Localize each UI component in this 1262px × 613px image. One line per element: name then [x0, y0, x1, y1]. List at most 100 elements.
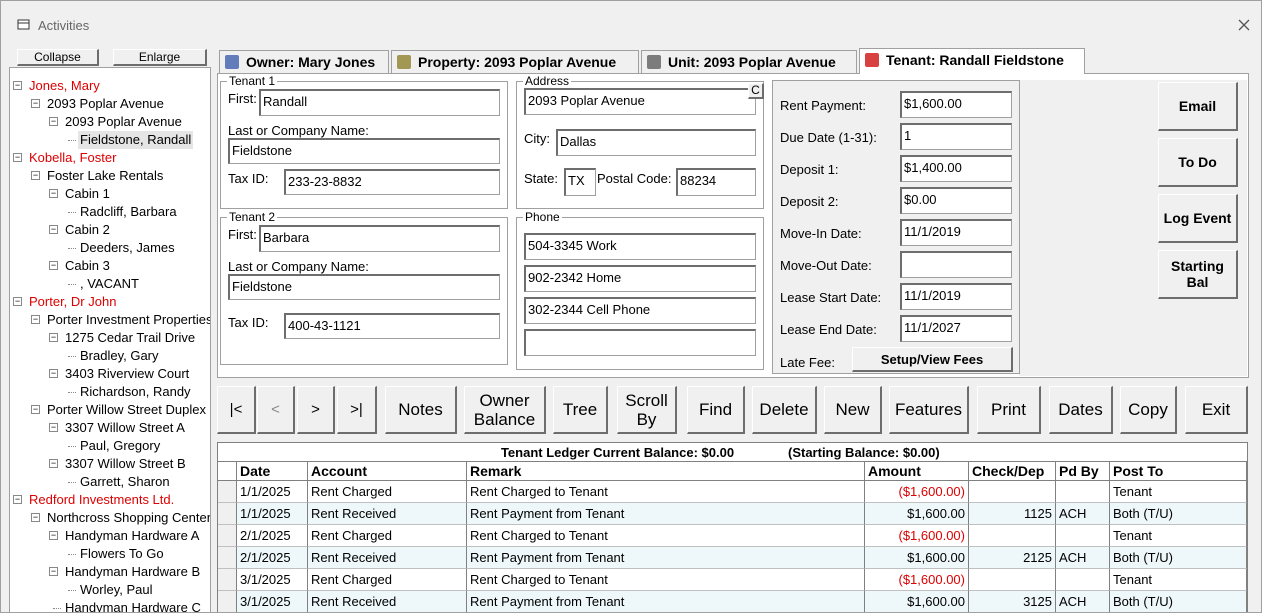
tree-expander[interactable]: − [49, 458, 58, 468]
sidebar-button[interactable]: Collapse [17, 49, 99, 66]
tree-expander[interactable]: − [49, 332, 58, 342]
text-field[interactable]: 233-23-8832 [284, 169, 500, 195]
tree-expander[interactable]: − [13, 296, 22, 306]
toolbar-button[interactable]: Find [687, 386, 745, 434]
tree-item[interactable]: Handyman Hardware B [65, 564, 201, 579]
tree-expander[interactable]: − [31, 170, 40, 180]
toolbar-button[interactable]: Copy [1120, 386, 1177, 434]
toolbar-button[interactable]: Print [977, 386, 1041, 434]
toolbar-button[interactable]: > [297, 386, 335, 434]
tree-item[interactable]: Northcross Shopping Center [47, 510, 211, 525]
tree-item[interactable]: Garrett, Sharon [80, 474, 170, 489]
tree-item[interactable]: Radcliff, Barbara [80, 204, 177, 219]
toolbar-button[interactable]: >| [337, 386, 377, 434]
text-field[interactable]: 504-3345 Work [524, 233, 756, 260]
toolbar-button[interactable]: Features [889, 386, 969, 434]
tree-item[interactable]: Jones, Mary [29, 78, 100, 93]
tree-expander[interactable]: − [49, 566, 58, 576]
tree-item[interactable]: Cabin 3 [65, 258, 110, 273]
toolbar-button[interactable]: Tree [553, 386, 608, 434]
tree-item[interactable]: 3307 Willow Street B [65, 456, 186, 471]
tree-item[interactable]: Worley, Paul [80, 582, 153, 597]
text-field[interactable]: 11/1/2027 [900, 315, 1012, 342]
tree-item[interactable]: Cabin 1 [65, 186, 110, 201]
tree-item[interactable]: Foster Lake Rentals [47, 168, 164, 183]
tree-item[interactable]: Flowers To Go [80, 546, 164, 561]
text-field[interactable]: 1 [900, 123, 1012, 150]
toolbar-button[interactable]: < [257, 386, 295, 434]
tab[interactable]: Property: 2093 Poplar Avenue [391, 50, 639, 73]
toolbar-button[interactable]: |< [217, 386, 256, 434]
text-field[interactable]: Fieldstone [228, 274, 500, 300]
toolbar-button[interactable]: New [824, 386, 882, 434]
text-field[interactable]: Randall [259, 89, 500, 116]
text-field[interactable]: Dallas [556, 129, 756, 156]
text-field[interactable]: $1,600.00 [900, 91, 1012, 118]
text-field[interactable]: $0.00 [900, 187, 1012, 214]
tree-item[interactable]: Handyman Hardware A [65, 528, 200, 543]
text-field[interactable] [524, 329, 756, 356]
close-button[interactable] [1237, 18, 1251, 32]
tree-item[interactable]: 2093 Poplar Avenue [47, 96, 164, 111]
action-button[interactable]: Email [1158, 82, 1238, 131]
tree-expander[interactable]: − [13, 80, 22, 90]
tree-item[interactable]: Fieldstone, Randall [78, 131, 194, 149]
text-field[interactable]: Barbara [259, 225, 500, 252]
text-field[interactable] [900, 251, 1012, 278]
tab[interactable]: Tenant: Randall Fieldstone [859, 48, 1085, 74]
text-field[interactable]: 11/1/2019 [900, 219, 1012, 246]
action-button[interactable]: Starting Bal [1158, 250, 1238, 299]
tree-expander[interactable]: − [31, 512, 40, 522]
tree-item[interactable]: Porter, Dr John [29, 294, 117, 309]
text-field[interactable]: 302-2344 Cell Phone [524, 297, 756, 324]
text-field[interactable]: 2093 Poplar Avenue [524, 88, 756, 115]
text-field[interactable]: $1,400.00 [900, 155, 1012, 182]
tree-item[interactable]: Deeders, James [80, 240, 175, 255]
text-field[interactable]: 88234 [676, 168, 756, 196]
tree-expander[interactable]: − [49, 188, 58, 198]
tree-item[interactable]: Redford Investments Ltd. [29, 492, 175, 507]
action-button[interactable]: To Do [1158, 138, 1238, 187]
tree-expander[interactable]: − [13, 494, 22, 504]
tree-item[interactable]: Richardson, Randy [80, 384, 191, 399]
toolbar-button[interactable]: Exit [1185, 386, 1248, 434]
toolbar-button[interactable]: Scroll By [617, 386, 677, 434]
sidebar-button[interactable]: Enlarge [113, 49, 207, 66]
tree-expander[interactable]: − [49, 260, 58, 270]
text-field[interactable]: Fieldstone [228, 138, 500, 164]
tree-expander[interactable]: − [49, 116, 58, 126]
small-button[interactable]: C [748, 83, 764, 99]
tree-item[interactable]: Porter Willow Street Duplex [47, 402, 206, 417]
tree-item[interactable]: Kobella, Foster [29, 150, 117, 165]
tree-expander[interactable]: − [49, 368, 58, 378]
button[interactable]: Setup/View Fees [852, 347, 1013, 372]
text-field[interactable]: TX [564, 168, 596, 196]
tree-expander[interactable]: − [31, 314, 40, 324]
toolbar-button[interactable]: Notes [385, 386, 457, 434]
text-field[interactable]: 902-2342 Home [524, 265, 756, 292]
tree-item[interactable]: 1275 Cedar Trail Drive [65, 330, 196, 345]
tree-expander[interactable]: − [49, 224, 58, 234]
toolbar-button[interactable]: Dates [1049, 386, 1113, 434]
tree-expander[interactable]: − [49, 422, 58, 432]
action-button[interactable]: Log Event [1158, 194, 1238, 243]
tree-item[interactable]: , VACANT [80, 276, 139, 291]
tree-expander[interactable]: − [13, 152, 22, 162]
tree-item[interactable]: Porter Investment Properties [47, 312, 211, 327]
tab[interactable]: Owner: Mary Jones [219, 50, 389, 73]
text-field[interactable]: 11/1/2019 [900, 283, 1012, 310]
text-field[interactable]: 400-43-1121 [284, 313, 500, 339]
tree-item[interactable]: 3403 Riverview Court [65, 366, 190, 381]
tree-expander[interactable]: − [31, 98, 40, 108]
tree-item[interactable]: 3307 Willow Street A [65, 420, 185, 435]
tree-item[interactable]: 2093 Poplar Avenue [65, 114, 182, 129]
tree-item[interactable]: Bradley, Gary [80, 348, 159, 363]
tree-item[interactable]: Paul, Gregory [80, 438, 161, 453]
tree-item[interactable]: Handyman Hardware C [65, 600, 201, 613]
toolbar-button[interactable]: Delete [752, 386, 817, 434]
tree-item[interactable]: Cabin 2 [65, 222, 110, 237]
tab[interactable]: Unit: 2093 Poplar Avenue [641, 50, 857, 73]
toolbar-button[interactable]: Owner Balance [464, 386, 546, 434]
tree-expander[interactable]: − [49, 530, 58, 540]
tree-expander[interactable]: − [31, 404, 40, 414]
